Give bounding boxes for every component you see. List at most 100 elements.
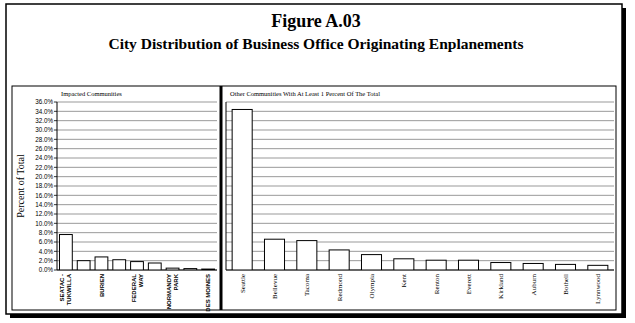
y-tick-label: 2.0% [39, 257, 54, 264]
x-tick-label-line: Auburn [530, 274, 538, 296]
bar [184, 269, 197, 270]
x-tick-label: Bothell [562, 274, 570, 295]
y-tick-label: 26.0% [35, 145, 53, 152]
frame [6, 4, 622, 314]
section-divider [220, 86, 223, 310]
section-label: Other Communities With At Least 1 Percen… [230, 90, 380, 97]
x-tick-label: SEATAC -TUKWILLA [59, 273, 72, 305]
x-tick-label: Everett [465, 274, 473, 294]
y-tick-label: 4.0% [39, 248, 54, 255]
x-tick-label-line: Everett [465, 274, 473, 294]
y-tick-label: 20.0% [35, 173, 53, 180]
grid-line [57, 242, 217, 243]
grid-line [226, 176, 614, 177]
grid-line [57, 195, 217, 196]
x-tick-label: Bellevue [271, 274, 279, 299]
y-tick-label: 14.0% [35, 201, 53, 208]
grid-line [57, 232, 217, 233]
x-tick-label: Seattle [239, 274, 247, 293]
y-axis [226, 102, 227, 270]
grid-line [57, 111, 217, 112]
y-tick-label: 22.0% [35, 164, 53, 171]
y-tick-label: 6.0% [39, 238, 54, 245]
grid-line [226, 148, 614, 149]
bars [232, 109, 608, 270]
bar [523, 263, 543, 270]
x-tick-label: FEDERALWAY [131, 274, 144, 303]
x-tick-label-line: Bellevue [271, 274, 279, 299]
grid-line [57, 204, 217, 205]
x-tick-label: Lynnwood [594, 274, 602, 304]
grid-line [57, 120, 217, 121]
bar [166, 268, 179, 270]
x-tick-label-line: WAY [138, 274, 144, 287]
y-tick-label: 28.0% [35, 136, 53, 143]
bar [555, 264, 575, 270]
bar [77, 261, 90, 270]
x-tick-label: NORMANDYPARK [166, 273, 179, 309]
y-tick-label: 30.0% [35, 126, 53, 133]
bars [59, 235, 214, 270]
grid-line [226, 232, 614, 233]
grid-line [226, 111, 614, 112]
y-axis-label: Percent of Total [15, 154, 26, 218]
bar [458, 260, 478, 270]
x-tick-label: Tacoma [303, 273, 311, 296]
bar [394, 259, 414, 270]
plot-frame [12, 86, 616, 310]
title: Figure A.03 [271, 11, 361, 31]
y-tick-label: 32.0% [35, 117, 53, 124]
grid-line [226, 204, 614, 205]
x-tick-label-line: FEDERAL [131, 274, 137, 303]
y-tick-label: 18.0% [35, 182, 53, 189]
grid-line [57, 158, 217, 159]
grid-line [57, 223, 217, 224]
grid-line [57, 130, 217, 131]
grid-line [226, 158, 614, 159]
x-tick-label-line: Bothell [562, 274, 570, 295]
grid-line [57, 102, 217, 103]
x-tick-label-line: Olympia [368, 273, 376, 298]
grid-line [226, 120, 614, 121]
x-tick-label-line: Redmond [336, 274, 344, 302]
x-tick-label-line: Renton [433, 274, 441, 295]
grid-line [226, 139, 614, 140]
bar [113, 260, 126, 270]
bar [95, 257, 108, 270]
bar [202, 269, 215, 270]
bar [426, 260, 446, 270]
bar [297, 241, 317, 270]
x-tick-label-line: SEATAC - [59, 274, 65, 301]
section-label: Impacted Communities [61, 90, 122, 97]
grid-line [57, 186, 217, 187]
grid-line [57, 214, 217, 215]
x-tick-label: Kent [400, 274, 408, 288]
bar [329, 250, 349, 270]
grid-line [57, 251, 217, 252]
y-tick-label: 12.0% [35, 210, 53, 217]
x-tick-label: Olympia [368, 273, 376, 298]
bar [264, 239, 284, 270]
x-tick-label: Redmond [336, 274, 344, 302]
bar [588, 265, 608, 270]
x-tick-label-line: Tacoma [303, 273, 311, 296]
bar [148, 263, 161, 270]
x-tick-label-line: Kirkland [497, 274, 505, 299]
grid-line [57, 167, 217, 168]
grid-line [57, 176, 217, 177]
grid-line [226, 102, 614, 103]
y-tick-label: 10.0% [35, 220, 53, 227]
x-tick-label-line: NORMANDY [166, 274, 172, 309]
grid-line [226, 214, 614, 215]
x-tick-label: Auburn [530, 274, 538, 296]
bar [131, 262, 144, 270]
y-axis [57, 102, 58, 270]
grid-line [226, 195, 614, 196]
x-tick-label-line: PARK [173, 273, 179, 290]
x-tick-label-line: TUKWILLA [66, 273, 72, 305]
y-tick-label: 34.0% [35, 108, 53, 115]
y-tick-label: 24.0% [35, 154, 53, 161]
bar [232, 109, 252, 270]
x-tick-label-line: DES MOINES [205, 274, 211, 312]
grid-line [57, 148, 217, 149]
